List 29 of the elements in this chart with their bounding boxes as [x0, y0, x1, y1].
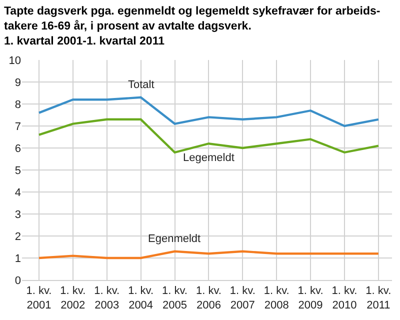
series-label: Egenmeldt	[148, 233, 201, 245]
x-tick-label: 1. kv. 2008	[264, 285, 290, 312]
y-tick-label: 7	[14, 120, 21, 133]
x-tick-label: 1. kv. 2006	[196, 285, 222, 312]
y-tick-label: 2	[14, 230, 21, 243]
x-tick-label: 1. kv. 2010	[332, 285, 358, 312]
x-tick-label: 1. kv. 2011	[366, 285, 392, 312]
y-tick-label: 5	[14, 164, 21, 177]
y-tick-label: 9	[14, 76, 21, 89]
x-tick-label: 1. kv. 2002	[60, 285, 86, 312]
chart-title: Tapte dagsverk pga. egenmeldt og legemeldt sykefravær for arbeids- takere 16-69 år, i prosent av avtalte dagsverk. 1. kvartal 2001-1. kvartal 2011	[4, 5, 380, 48]
x-tick-label: 1. kv. 2005	[162, 285, 188, 312]
line-series	[38, 96, 380, 128]
line-series	[38, 250, 380, 260]
y-tick-label: 0	[14, 274, 21, 287]
series-label: Legemeldt	[183, 152, 234, 164]
x-tick-label: 1. kv. 2009	[298, 285, 324, 312]
y-tick-label: 6	[14, 142, 21, 155]
x-tick-label: 1. kv. 2007	[230, 285, 256, 312]
y-tick-label: 1	[14, 252, 21, 265]
line-series	[38, 118, 380, 154]
y-tick-label: 8	[14, 98, 21, 111]
y-tick-label: 3	[14, 208, 21, 221]
series-label: Totalt	[128, 79, 154, 91]
y-tick-label: 4	[14, 186, 21, 199]
x-tick-label: 1. kv. 2001	[26, 285, 52, 312]
x-tick-label: 1. kv. 2004	[128, 285, 154, 312]
y-tick-label: 10	[8, 54, 21, 67]
x-tick-label: 1. kv. 2003	[94, 285, 120, 312]
